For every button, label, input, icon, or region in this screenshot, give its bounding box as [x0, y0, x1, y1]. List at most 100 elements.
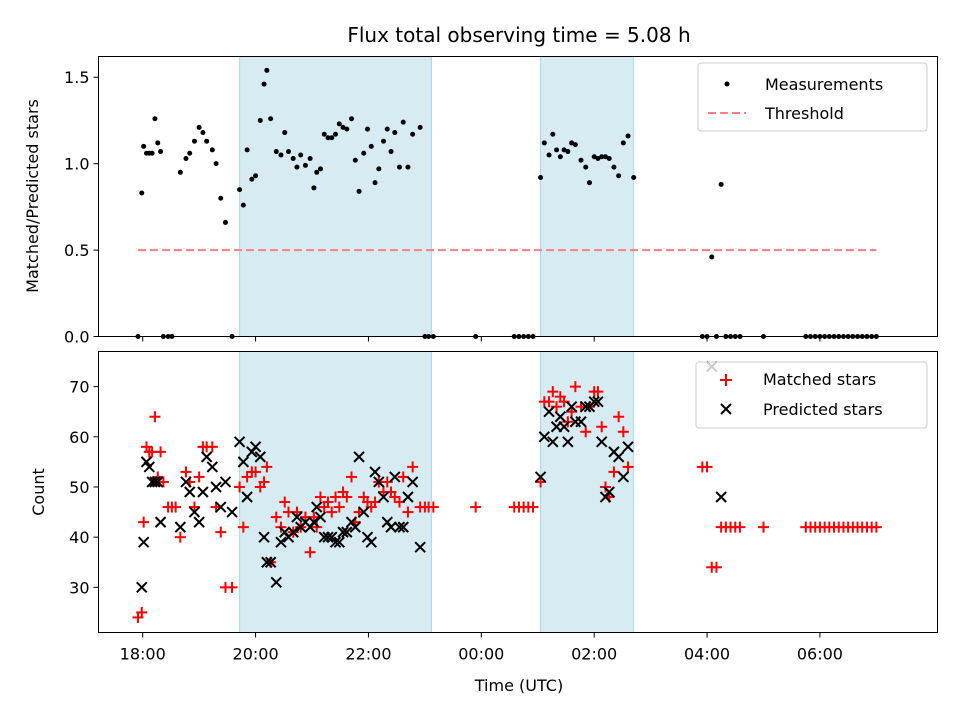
- measurement-point: [314, 169, 320, 175]
- predicted-star-point: [152, 476, 164, 488]
- x-diag-b: [580, 400, 592, 413]
- predicted-star-point: [385, 521, 397, 533]
- measurement-point: [191, 138, 197, 144]
- measurement-point: [554, 147, 560, 153]
- measurement-point: [709, 254, 715, 260]
- x-diag-b: [397, 521, 409, 533]
- predicted-star-point: [377, 491, 390, 503]
- x-diag-b: [534, 471, 547, 483]
- matched-star-point: [346, 471, 358, 483]
- x-diag-b: [554, 411, 567, 423]
- predicted-star-point: [389, 471, 401, 483]
- matched-star-point: [136, 606, 148, 618]
- bottom-count-marks: [132, 360, 882, 623]
- measurement-point: [561, 147, 567, 153]
- measurement-point: [278, 152, 284, 158]
- measurement-point: [546, 152, 552, 158]
- measurement-point: [392, 130, 398, 136]
- x-diag-b: [308, 516, 320, 528]
- matched-star-point: [149, 411, 161, 423]
- chart-title: Flux total observing time = 5.08 h: [347, 23, 690, 47]
- measurement-point: [249, 176, 255, 182]
- predicted-star-point: [575, 416, 587, 428]
- measurement-point: [213, 161, 219, 167]
- predicted-star-point: [612, 451, 625, 463]
- predicted-star-point: [617, 471, 630, 483]
- measurement-point: [329, 135, 335, 141]
- measurement-point: [595, 155, 601, 161]
- x-diag-b: [311, 501, 323, 513]
- y-tick-label: 30: [69, 578, 89, 597]
- predicted-star-point: [254, 451, 266, 463]
- bottom-legend-box: [695, 361, 928, 429]
- matched-star-point: [330, 491, 342, 503]
- measurement-point: [572, 142, 578, 148]
- measurement-point: [141, 143, 147, 149]
- measurement-point: [599, 154, 605, 160]
- matched-star-point: [870, 521, 882, 533]
- predicted-star-point: [215, 501, 227, 513]
- matched-star-point: [326, 506, 338, 518]
- predicted-star-point: [322, 531, 334, 543]
- x-diag-b: [562, 436, 574, 448]
- matched-star-point: [613, 411, 625, 423]
- measurement-point: [591, 154, 597, 160]
- x-diag-b: [270, 576, 282, 589]
- predicted-star-point: [406, 476, 419, 488]
- predicted-star-point: [329, 536, 342, 548]
- x-diag-b: [184, 486, 196, 498]
- x-diag-b: [603, 486, 615, 498]
- measurement-point: [372, 180, 378, 186]
- top-legend: Measurements Threshold: [697, 62, 928, 132]
- matched-star-point: [155, 446, 167, 458]
- matched-star-point: [734, 521, 746, 533]
- x-diag-b: [322, 531, 334, 543]
- measurement-point: [538, 174, 544, 180]
- matched-star-point: [596, 421, 608, 433]
- x-diag-b: [538, 431, 551, 443]
- measurement-point: [139, 190, 145, 196]
- x-diag-b: [406, 476, 419, 488]
- measurement-point: [257, 117, 263, 123]
- predicted-star-point: [287, 526, 299, 538]
- measurement-point: [333, 131, 339, 137]
- legend-predicted-marker: [720, 403, 732, 415]
- matched-star-point: [527, 501, 539, 513]
- measurement-point: [264, 67, 270, 73]
- measurement-point: [361, 150, 367, 156]
- x-diag-b: [389, 471, 401, 483]
- measurement-point: [282, 130, 288, 136]
- measurement-point: [200, 130, 206, 136]
- bottom-y-ticks: 30 40 50 60 70: [69, 378, 99, 597]
- x-diag-b: [152, 476, 164, 488]
- x-diag-b: [193, 516, 205, 528]
- predicted-star-point: [365, 536, 377, 548]
- measurement-point: [317, 166, 323, 172]
- measurement-point: [380, 138, 386, 144]
- predicted-star-point: [393, 521, 406, 533]
- measurement-point: [290, 155, 296, 161]
- predicted-star-point: [219, 476, 232, 488]
- y-tick-label: 0.0: [64, 328, 89, 347]
- top-y-ticks: 0.0 0.5 1.0 1.5: [64, 68, 99, 347]
- x-diag-b: [258, 531, 270, 543]
- legend-threshold-label: Threshold: [764, 104, 844, 123]
- x-diag-b: [373, 476, 385, 488]
- x-diag-b: [612, 451, 625, 463]
- matched-star-point: [174, 531, 186, 543]
- x-ticks: 18:00 20:00 22:00 00:00 02:00 04:00 06:00: [120, 336, 843, 664]
- predicted-star-point: [311, 501, 323, 513]
- predicted-star-point: [603, 486, 615, 498]
- measurement-point: [196, 124, 202, 130]
- matched-star-point: [234, 481, 246, 493]
- matched-star-point: [226, 581, 238, 593]
- x-diag-b: [174, 521, 187, 533]
- measurement-point: [616, 173, 622, 179]
- legend-matched-marker: [720, 374, 732, 386]
- matched-star-point: [237, 521, 249, 533]
- measurement-point: [218, 195, 224, 201]
- measurement-point: [321, 131, 327, 137]
- x-tick-label: 02:00: [571, 645, 617, 664]
- top-shaded-intervals: [239, 56, 635, 337]
- shaded-interval: [540, 56, 635, 337]
